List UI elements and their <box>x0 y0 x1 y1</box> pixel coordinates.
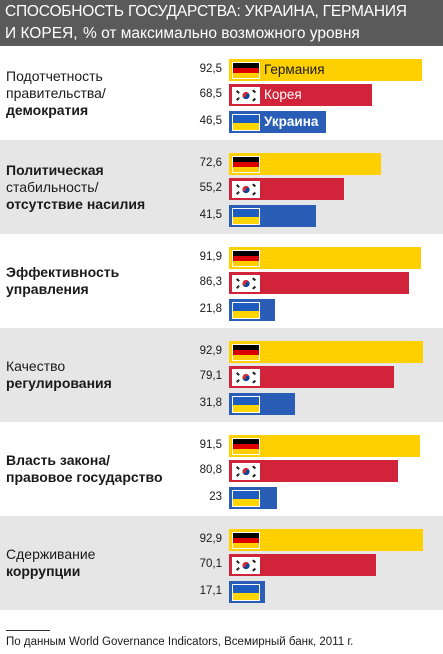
category-label-line: Сдерживание <box>6 546 96 562</box>
data-label: 86,3 <box>199 276 222 288</box>
korea-flag-icon <box>232 463 260 480</box>
data-label: 68,5 <box>199 88 222 100</box>
ukraine-flag-icon <box>232 302 260 319</box>
bar-ukraine <box>229 487 277 509</box>
bar-ukraine <box>229 581 265 603</box>
germany-flag-icon <box>232 438 260 455</box>
chart-title-line-2: И КОРЕЯ, <box>5 25 78 42</box>
chart-title-line-1: СПОСОБНОСТЬ ГОСУДАРСТВА: УКРАИНА, ГЕРМАН… <box>5 3 407 20</box>
korea-flag-icon <box>232 557 260 574</box>
data-label: 72,6 <box>199 157 222 169</box>
category-label-line: коррупции <box>6 563 81 579</box>
data-label: 55,2 <box>199 182 222 194</box>
data-label: 80,8 <box>199 464 222 476</box>
category-label-line: правовое государство <box>6 469 163 485</box>
category-label-line: стабильность/ <box>6 178 99 195</box>
data-label: 79,1 <box>199 370 222 382</box>
data-label: 92,9 <box>199 533 222 545</box>
data-label: 21,8 <box>199 303 222 315</box>
data-label: 17,1 <box>199 585 222 597</box>
category-label: Сдерживание коррупции <box>6 546 181 580</box>
data-label: 92,9 <box>199 345 222 357</box>
legend-label-ukraine: Украина <box>264 114 319 129</box>
category-label-line: Власть закона/ <box>6 452 110 468</box>
germany-flag-icon <box>232 344 260 361</box>
category-label-line: правительства/ <box>6 84 106 101</box>
bar-korea: Корея <box>229 84 372 106</box>
germany-flag-icon <box>232 156 260 173</box>
bar-korea <box>229 272 409 294</box>
bar-germany <box>229 247 421 269</box>
bar-korea <box>229 178 344 200</box>
data-label: 31,8 <box>199 397 222 409</box>
data-label: 70,1 <box>199 558 222 570</box>
ukraine-flag-icon <box>232 584 260 601</box>
category-label: Политическая стабильность/отсутствие наси… <box>6 162 181 213</box>
data-label: 23 <box>209 491 222 503</box>
legend-label-germany: Германия <box>264 62 325 77</box>
category-label-line: регулирования <box>6 375 112 391</box>
korea-flag-icon <box>232 369 260 386</box>
source-footnote: По данным World Governance Indicators, В… <box>6 636 354 648</box>
bar-korea <box>229 554 376 576</box>
chart-title-bar: СПОСОБНОСТЬ ГОСУДАРСТВА: УКРАИНА, ГЕРМАН… <box>0 0 443 46</box>
category-label: Подотчетность правительства/демократия <box>6 68 181 119</box>
category-label-line: Эффективность <box>6 264 120 280</box>
data-label: 91,9 <box>199 251 222 263</box>
bar-germany <box>229 529 423 551</box>
bar-ukraine <box>229 299 275 321</box>
category-label: Качество регулирования <box>6 358 181 392</box>
germany-flag-icon <box>232 62 260 79</box>
ukraine-flag-icon <box>232 114 260 131</box>
category-label-line: Качество <box>6 358 66 374</box>
korea-flag-icon <box>232 275 260 292</box>
bar-korea <box>229 366 394 388</box>
category-label: Эффективность управления <box>6 264 181 298</box>
germany-flag-icon <box>232 250 260 267</box>
bar-korea <box>229 460 398 482</box>
bar-germany <box>229 153 381 175</box>
bar-germany <box>229 435 420 457</box>
footnote-divider <box>6 630 50 631</box>
data-label: 46,5 <box>199 115 222 127</box>
category-label-line: демократия <box>6 101 89 118</box>
legend-label-korea: Корея <box>264 87 302 102</box>
data-label: 41,5 <box>199 209 222 221</box>
bar-ukraine <box>229 205 316 227</box>
category-label-line: Подотчетность <box>6 67 103 84</box>
bar-ukraine <box>229 393 295 415</box>
germany-flag-icon <box>232 532 260 549</box>
category-label-line: отсутствие насилия <box>6 195 146 212</box>
data-label: 92,5 <box>199 63 222 75</box>
chart-subtitle: % от максимально возможного уровня <box>83 25 360 42</box>
bar-ukraine: Украина <box>229 111 326 133</box>
ukraine-flag-icon <box>232 208 260 225</box>
bar-germany <box>229 341 423 363</box>
bar-germany: Германия <box>229 59 422 81</box>
category-label: Власть закона/правовое государство <box>6 452 181 486</box>
category-label-line: управления <box>6 281 89 297</box>
category-label-line: Политическая <box>6 161 104 178</box>
korea-flag-icon <box>232 181 260 198</box>
data-label: 91,5 <box>199 439 222 451</box>
korea-flag-icon <box>232 87 260 104</box>
ukraine-flag-icon <box>232 490 260 507</box>
ukraine-flag-icon <box>232 396 260 413</box>
